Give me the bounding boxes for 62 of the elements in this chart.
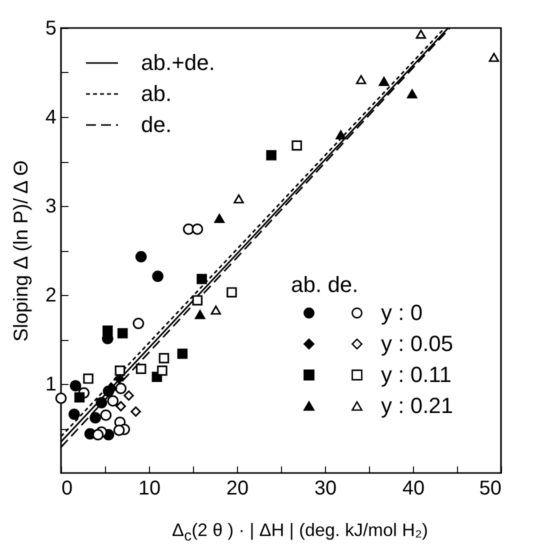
point <box>356 75 366 84</box>
point <box>90 412 101 424</box>
legend-title: ab. de. <box>291 272 358 297</box>
y-tick-label: 1 <box>45 374 56 396</box>
point <box>192 295 203 306</box>
point <box>107 395 119 407</box>
point <box>136 364 146 374</box>
point <box>130 406 141 417</box>
y-tick-label: 2 <box>45 284 56 306</box>
point <box>406 89 418 98</box>
x-tick-label: 10 <box>138 478 161 500</box>
point <box>132 318 144 330</box>
legend-label: y : 0.05 <box>381 331 454 356</box>
legend-label: y : 0.21 <box>381 393 454 418</box>
legend-label: y : 0 <box>381 300 423 325</box>
point <box>124 390 134 401</box>
point <box>158 353 170 364</box>
point <box>92 429 104 440</box>
x-tick-label: 50 <box>479 478 502 500</box>
point <box>74 392 85 402</box>
point <box>70 380 82 392</box>
point <box>115 382 127 394</box>
legend-label: de. <box>141 112 172 137</box>
point <box>55 392 67 404</box>
point <box>196 274 207 284</box>
point <box>194 310 206 320</box>
point <box>214 214 225 224</box>
point <box>226 287 237 298</box>
y-axis-title: Sloping Δ (ln P)/ Δ Θ <box>10 160 32 342</box>
x-axis-title: Δ$_{c}$(2 θ ) · | ΔH | (deg. kJ/mol H₂) <box>171 520 429 545</box>
point <box>177 348 188 359</box>
y-tick-label: 4 <box>45 106 56 128</box>
x-tick-label: 30 <box>314 478 337 500</box>
point <box>102 325 113 336</box>
point <box>416 30 426 39</box>
point <box>100 409 112 421</box>
point <box>234 194 244 204</box>
point <box>152 270 164 282</box>
point <box>135 251 147 262</box>
x-tick-label: 0 <box>62 478 73 500</box>
point <box>114 366 126 376</box>
legend-label: y : 0.11 <box>381 362 452 387</box>
y-tick-label: 3 <box>45 196 56 218</box>
point <box>378 76 390 86</box>
point <box>336 130 346 140</box>
point <box>192 223 204 235</box>
point <box>113 424 125 436</box>
point <box>96 397 108 408</box>
x-tick-label: 40 <box>402 478 425 500</box>
point <box>117 328 128 338</box>
y-tick-label: 5 <box>45 18 56 40</box>
point <box>488 52 500 62</box>
point <box>266 150 276 160</box>
legend-label: ab.+de. <box>141 50 216 75</box>
point <box>292 140 302 151</box>
point <box>182 223 194 235</box>
point <box>210 306 222 315</box>
point <box>83 374 94 384</box>
point <box>157 366 168 376</box>
point <box>68 408 80 420</box>
legend-label: ab. <box>141 81 172 106</box>
x-tick-label: 20 <box>226 478 249 500</box>
